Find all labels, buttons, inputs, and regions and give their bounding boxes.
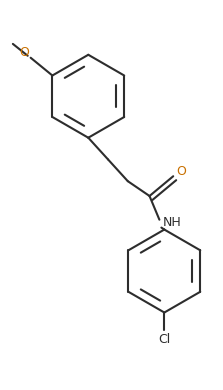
Text: O: O (19, 46, 29, 59)
Text: NH: NH (163, 216, 182, 229)
Text: O: O (176, 165, 186, 178)
Text: Cl: Cl (158, 333, 170, 346)
